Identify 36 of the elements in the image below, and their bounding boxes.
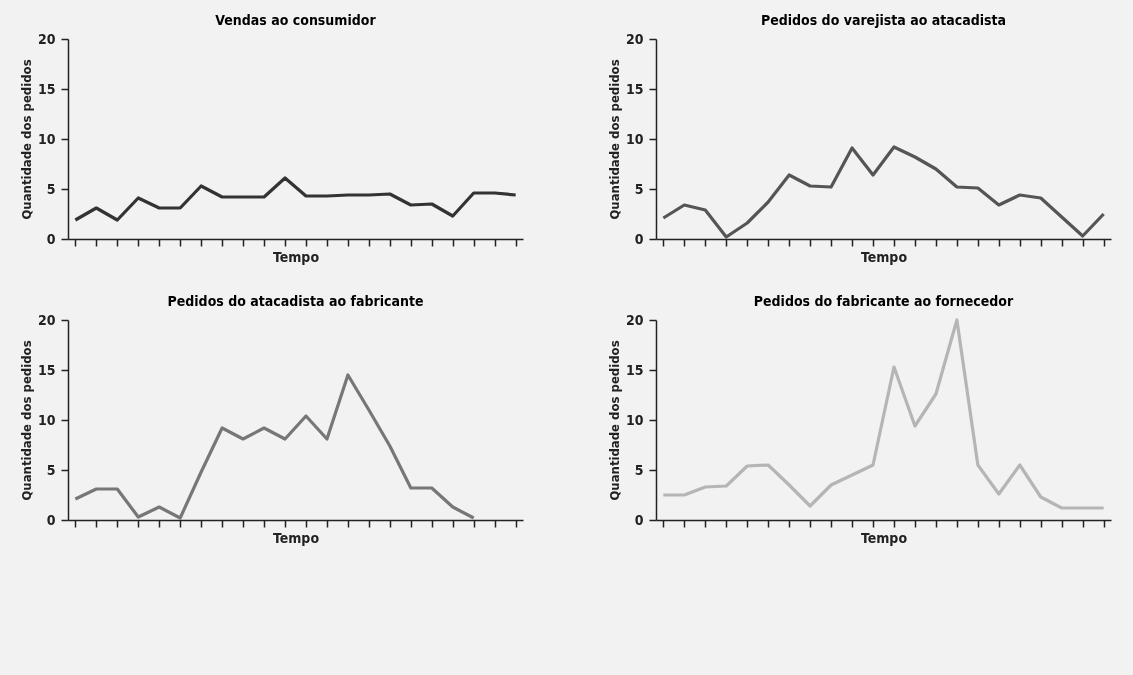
x-axis-title: Tempo	[272, 249, 320, 266]
y-tick-label: 5	[46, 461, 56, 478]
x-axis-title: Tempo	[272, 530, 320, 547]
y-tick-label: 10	[37, 130, 56, 147]
y-tick-label: 20	[37, 30, 56, 47]
y-tick-label: 15	[625, 361, 644, 378]
y-tick-label: 0	[46, 511, 56, 528]
y-axis-title: Quantidade dos pedidos	[18, 59, 34, 220]
y-tick-label: 15	[37, 361, 56, 378]
y-tick-label: 15	[37, 80, 56, 97]
y-axis-title: Quantidade dos pedidos	[606, 340, 622, 501]
line-series	[73, 176, 518, 222]
y-axis-title: Quantidade dos pedidos	[606, 59, 622, 220]
x-axis-title: Tempo	[860, 530, 908, 547]
y-tick-label: 10	[37, 411, 56, 428]
line-series	[661, 145, 1106, 239]
y-tick-label: 20	[625, 30, 644, 47]
chart-title: Vendas ao consumidor	[215, 12, 377, 28]
chart-title: Pedidos do atacadista ao fabricante	[167, 293, 424, 309]
line-series	[73, 373, 476, 520]
x-axis-title: Tempo	[860, 249, 908, 266]
y-tick-label: 15	[625, 80, 644, 97]
y-tick-label: 0	[634, 511, 644, 528]
y-tick-label: 20	[625, 311, 644, 328]
y-tick-label: 10	[625, 411, 644, 428]
chart-title: Pedidos do fabricante ao fornecedor	[753, 293, 1014, 309]
y-axis-title: Quantidade dos pedidos	[18, 340, 34, 501]
y-tick-label: 5	[634, 461, 644, 478]
y-tick-label: 10	[625, 130, 644, 147]
y-tick-label: 20	[37, 311, 56, 328]
y-tick-label: 0	[634, 230, 644, 247]
y-tick-label: 5	[46, 180, 56, 197]
line-series	[661, 318, 1106, 510]
chart-title: Pedidos do varejista ao atacadista	[760, 12, 1007, 28]
y-tick-label: 0	[46, 230, 56, 247]
y-tick-label: 5	[634, 180, 644, 197]
